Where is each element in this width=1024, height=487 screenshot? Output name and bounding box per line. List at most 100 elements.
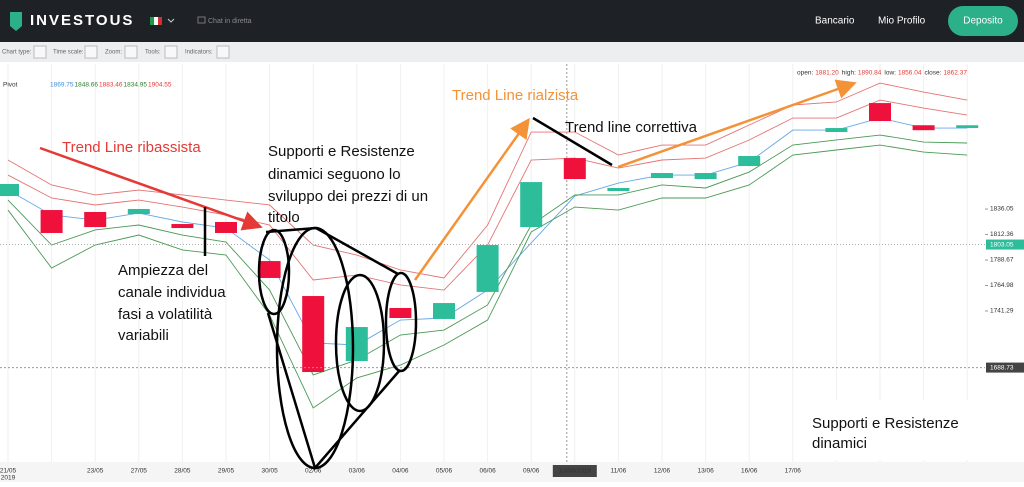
candle-body bbox=[651, 173, 673, 179]
tool-button[interactable] bbox=[216, 45, 230, 59]
x-tick-label: 02/06 bbox=[305, 468, 322, 475]
candle-body bbox=[127, 208, 150, 215]
toolbar-label: Time scale: bbox=[53, 50, 84, 56]
time-axis bbox=[0, 462, 1024, 482]
chat-icon[interactable] bbox=[197, 16, 206, 24]
logo-icon bbox=[10, 12, 22, 31]
tool-button[interactable] bbox=[84, 45, 98, 59]
x-tick-label: 11/06 bbox=[611, 468, 627, 475]
y-tick-label: 1836.05 bbox=[990, 206, 1014, 213]
annotation: sviluppo dei prezzi di un bbox=[268, 188, 428, 205]
annotation: canale individua bbox=[118, 284, 226, 301]
pivot-value: 1869.75 bbox=[50, 82, 74, 89]
trend-line bbox=[532, 116, 613, 167]
candle-body bbox=[956, 125, 979, 129]
last-price-label: 1803.05 bbox=[990, 241, 1014, 248]
candle-body bbox=[825, 128, 848, 133]
pivot-value: 1883.46 bbox=[99, 82, 123, 89]
price-axis bbox=[985, 62, 1024, 462]
tool-button[interactable] bbox=[33, 45, 47, 59]
last-price-box bbox=[986, 239, 1024, 250]
candle-body bbox=[694, 173, 717, 180]
crosshair-date-box bbox=[552, 465, 597, 477]
candle-body bbox=[433, 303, 455, 319]
annotation: dinamici bbox=[812, 435, 867, 452]
x-tick-label: 30/05 bbox=[261, 468, 278, 475]
candle-body bbox=[40, 210, 63, 233]
channel-ellipse bbox=[384, 271, 418, 373]
toolbar bbox=[0, 42, 1024, 62]
toolbar-label: Indicators: bbox=[185, 50, 213, 56]
x-tick-label: 21/05 bbox=[0, 468, 17, 475]
x-tick-label: 17/06 bbox=[785, 468, 802, 475]
x-tick-label: 04/06 bbox=[392, 468, 409, 475]
flag[interactable] bbox=[158, 17, 162, 25]
chat-link[interactable]: Chat in diretta bbox=[208, 18, 252, 25]
x-tick-label: 09/06 bbox=[523, 468, 540, 475]
flag[interactable] bbox=[154, 17, 158, 25]
pivot-label: Pivot bbox=[3, 82, 18, 89]
funnel bbox=[265, 226, 401, 471]
x-tick-label: 13/06 bbox=[697, 468, 714, 475]
deposit-label[interactable]: Deposito bbox=[963, 16, 1003, 27]
deposit-button[interactable] bbox=[948, 6, 1018, 36]
annotation: Supporti e Resistenze bbox=[268, 143, 415, 160]
annotation: Supporti e Resistenze bbox=[812, 415, 959, 432]
candle-body bbox=[258, 261, 281, 278]
trend-line bbox=[413, 117, 530, 281]
x-tick-label: 27/05 bbox=[131, 468, 148, 475]
y-tick-label: 1812.36 bbox=[990, 231, 1014, 238]
ohlc-value: 1862.37 bbox=[943, 70, 967, 77]
pivot-value: 1848.66 bbox=[75, 82, 99, 89]
toolbar-label: Chart type: bbox=[2, 50, 32, 56]
x-tick-label: 06/06 bbox=[479, 468, 496, 475]
candle-body bbox=[84, 211, 107, 228]
pivot-line bbox=[7, 144, 968, 409]
x-tick-label: 28/05 bbox=[174, 468, 191, 475]
candle-body bbox=[389, 307, 412, 318]
candle-body bbox=[476, 245, 499, 292]
pivot-value: 1904.55 bbox=[148, 82, 172, 89]
ohlc-label: low: bbox=[884, 70, 896, 77]
candle-body bbox=[520, 182, 543, 228]
candle-body bbox=[912, 125, 935, 131]
tool-button[interactable] bbox=[164, 45, 178, 59]
candle-body bbox=[607, 187, 630, 191]
y-tick-label: 1788.67 bbox=[990, 257, 1014, 264]
candle-body bbox=[302, 296, 325, 373]
ohlc-value: 1881.20 bbox=[815, 70, 839, 77]
annotations bbox=[39, 79, 857, 471]
x-year-label: 2019 bbox=[1, 475, 16, 482]
nav-link[interactable]: Bancario bbox=[815, 16, 855, 27]
channel-ellipse bbox=[334, 273, 386, 413]
nav-link[interactable]: Mio Profilo bbox=[878, 16, 926, 27]
note-box bbox=[800, 400, 984, 460]
ohlc-value: 1856.04 bbox=[898, 70, 922, 77]
candle-body bbox=[345, 327, 368, 362]
x-tick-label: 12/06 bbox=[654, 468, 671, 475]
x-tick-label: 03/06 bbox=[349, 468, 366, 475]
x-tick-label: 16/06 bbox=[741, 468, 758, 475]
x-tick-label: 23/05 bbox=[87, 468, 104, 475]
dropdown-arrow[interactable] bbox=[167, 18, 175, 23]
annotation: dinamici seguono lo bbox=[268, 166, 401, 183]
tool-button[interactable] bbox=[124, 45, 138, 59]
crosshair-price-label: 1688.73 bbox=[990, 364, 1014, 371]
y-tick-label: 1741.29 bbox=[990, 308, 1014, 315]
annotation: Trend Line rialzista bbox=[452, 87, 579, 104]
annotation: variabili bbox=[118, 327, 169, 344]
logo[interactable]: INVESTOUS bbox=[30, 12, 134, 29]
x-tick-label: 05/06 bbox=[436, 468, 453, 475]
annotation: titolo bbox=[268, 209, 300, 226]
candle-body bbox=[563, 158, 586, 180]
toolbar-label: Tools: bbox=[145, 50, 161, 56]
candle-body bbox=[171, 224, 194, 229]
annotation: Trend Line ribassista bbox=[62, 139, 201, 156]
pivot-value: 1834.95 bbox=[124, 82, 148, 89]
candle-body bbox=[869, 103, 891, 122]
pivot-line bbox=[7, 134, 968, 376]
flag[interactable] bbox=[150, 17, 154, 25]
ohlc-value: 1890.84 bbox=[858, 70, 882, 77]
ohlc-label: high: bbox=[842, 70, 856, 77]
